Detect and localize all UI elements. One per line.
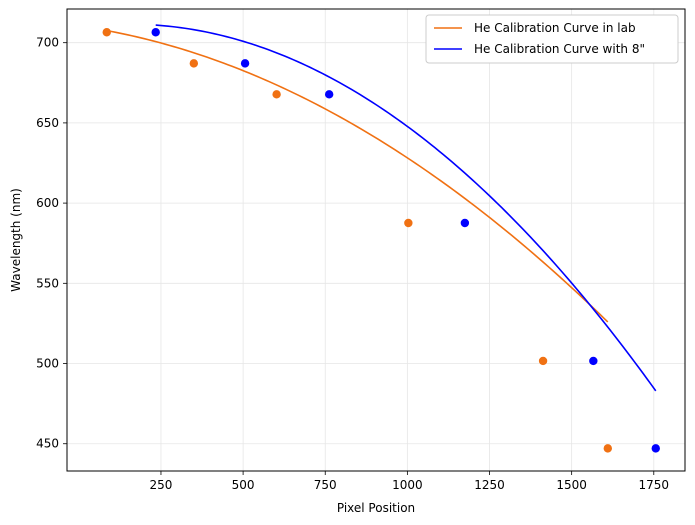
data-point-0-1 <box>189 59 199 68</box>
y-tick-label: 550 <box>36 276 59 290</box>
data-point-1-0 <box>151 28 160 37</box>
x-axis-label: Pixel Position <box>337 501 415 515</box>
x-tick-label: 250 <box>150 478 173 492</box>
fit-curve-1 <box>155 24 657 392</box>
y-tick-label: 650 <box>36 116 59 130</box>
y-tick-label: 450 <box>36 437 59 451</box>
data-point-0-5 <box>603 444 612 453</box>
plot-frame <box>66 8 686 472</box>
legend: He Calibration Curve in lab He Calibrati… <box>425 14 679 64</box>
legend-label-8inch: He Calibration Curve with 8" <box>474 42 645 56</box>
data-point-1-2 <box>324 90 334 99</box>
fit-curve-0 <box>106 29 609 323</box>
y-tick-label: 600 <box>36 196 59 210</box>
y-axis-label: Wavelength (nm) <box>9 188 23 292</box>
data-points <box>102 28 660 453</box>
data-point-1-1 <box>240 59 250 68</box>
data-point-0-2 <box>272 90 281 99</box>
y-tick-label: 700 <box>36 36 59 50</box>
legend-box <box>425 14 679 64</box>
x-tick-label: 1500 <box>556 478 587 492</box>
data-point-0-3 <box>404 218 413 228</box>
legend-label-lab: He Calibration Curve in lab <box>474 21 636 35</box>
y-tick-label: 500 <box>36 357 59 371</box>
x-tick-label: 1000 <box>392 478 423 492</box>
data-point-0-0 <box>102 28 111 37</box>
data-point-1-3 <box>460 218 470 228</box>
axis-ticks: 250 500 750 1000 1250 1500 1750 450 500 550 600 650… <box>36 36 669 492</box>
x-tick-label: 1750 <box>639 478 670 492</box>
fit-curves <box>106 24 657 392</box>
x-tick-label: 750 <box>314 478 337 492</box>
data-point-0-4 <box>538 356 548 366</box>
x-tick-label: 1250 <box>474 478 505 492</box>
x-tick-label: 500 <box>232 478 255 492</box>
data-point-1-5 <box>651 444 660 453</box>
data-point-1-4 <box>589 356 598 366</box>
